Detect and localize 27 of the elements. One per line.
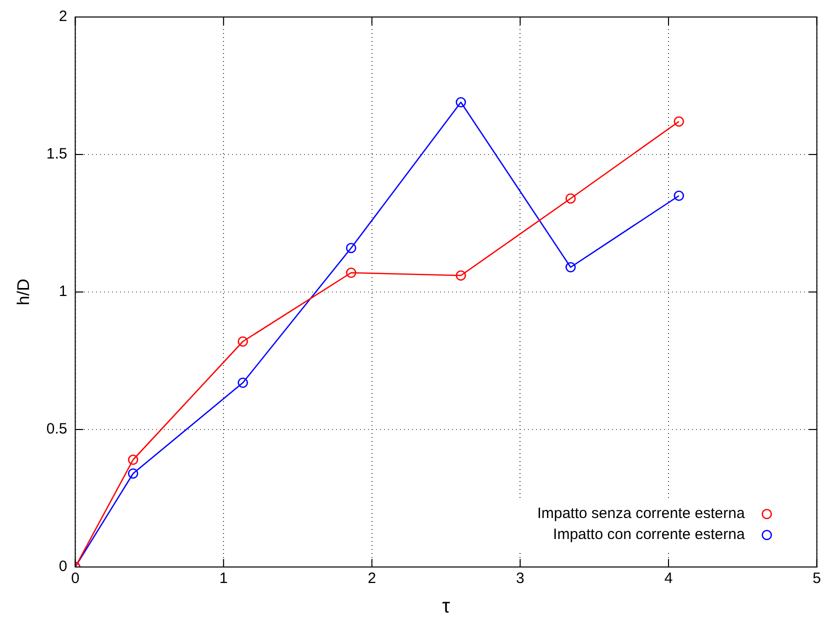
point: [128, 454, 138, 465]
point: [674, 190, 684, 201]
x-axis-title: τ: [442, 596, 450, 618]
y-tick-label: 2: [58, 8, 68, 26]
y-tick-label: 0.5: [46, 420, 68, 438]
x-tick-label: 4: [664, 570, 673, 588]
point: [565, 262, 576, 272]
y-axis-title: h/D: [14, 278, 33, 306]
x-tick-label: 1: [219, 570, 228, 588]
x-tick-label: 5: [812, 570, 821, 588]
y-tick-label: 0: [58, 558, 68, 576]
x-tick-label: 2: [368, 570, 376, 588]
point: [346, 268, 356, 278]
point: [456, 270, 466, 281]
x-tick-label: 0: [71, 570, 80, 588]
point: [238, 336, 248, 347]
point: [456, 97, 466, 108]
point: [128, 468, 138, 479]
y-tick-label: 1.5: [46, 146, 68, 163]
point: [674, 116, 684, 127]
point: [346, 242, 356, 254]
y-tick-label: 1: [58, 283, 68, 300]
legend-label: Impatto senza corrente esterna: [537, 505, 746, 522]
x-tick-label: 3: [516, 570, 524, 588]
point: [565, 193, 576, 204]
legend-label: Impatto con corrente esterna: [553, 526, 746, 544]
point: [238, 378, 248, 388]
